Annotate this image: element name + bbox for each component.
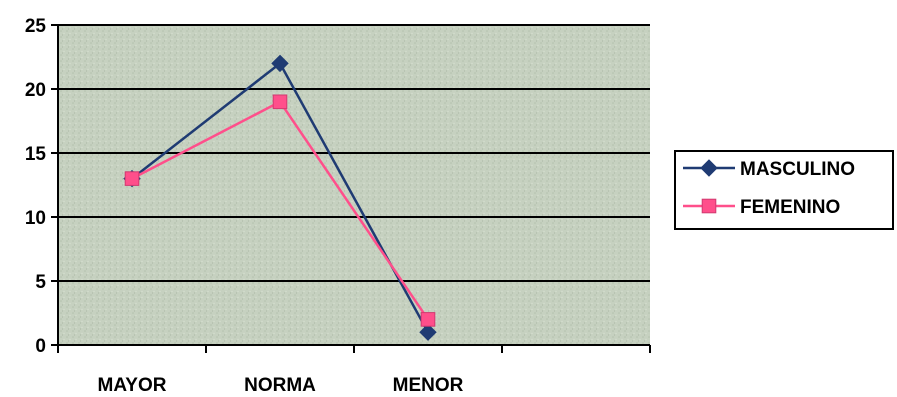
data-point [124, 171, 140, 186]
y-tick-labels: 0 5 10 15 20 25 [25, 16, 47, 357]
series-markers [123, 54, 437, 341]
x-tick-labels: MAYOR NORMA MENOR [98, 375, 464, 396]
y-tick-label: 10 [25, 208, 46, 229]
legend-label: FEMENINO [740, 197, 840, 218]
y-tick-label: 15 [25, 144, 47, 165]
data-point [272, 94, 288, 110]
x-tick-label: NORMA [244, 375, 316, 396]
y-tick-label: 5 [35, 272, 46, 293]
data-point [420, 312, 436, 327]
x-tick-label: MENOR [393, 375, 464, 396]
plot-area [58, 25, 650, 345]
data-point [419, 323, 437, 341]
x-tick-label: MAYOR [98, 375, 167, 396]
legend-label: MASCULINO [740, 159, 855, 180]
y-tick-label: 20 [25, 80, 46, 101]
y-tick-label: 0 [35, 336, 46, 357]
legend-marker [700, 159, 718, 177]
y-tick-label: 25 [25, 16, 47, 37]
legend-marker [701, 198, 717, 214]
data-point [271, 54, 289, 73]
gridlines [51, 24, 650, 346]
axes [57, 25, 651, 353]
legend: MASCULINO FEMENINO [674, 150, 894, 230]
